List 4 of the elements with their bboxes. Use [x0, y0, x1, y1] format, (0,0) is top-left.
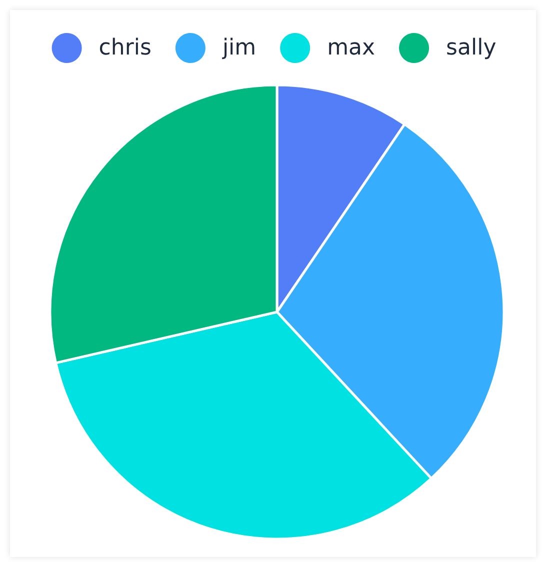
legend-label: jim	[221, 36, 256, 60]
legend-label: chris	[98, 36, 152, 60]
legend-label: sally	[446, 36, 496, 60]
legend-label: max	[327, 36, 376, 60]
